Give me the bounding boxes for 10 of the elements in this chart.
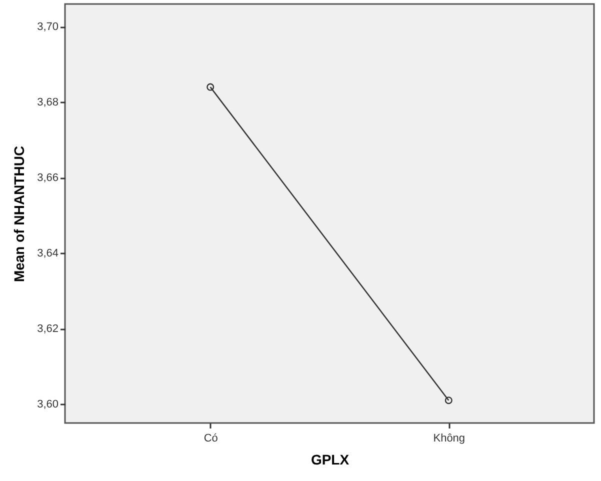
y-tick-label: 3,66 [37, 172, 58, 184]
x-tick-label: Không [433, 432, 466, 444]
y-tick-label: 3,64 [37, 248, 58, 260]
x-axis-title: GPLX [310, 452, 350, 468]
y-tick-label: 3,68 [37, 96, 58, 109]
y-tick-label: 3,60 [37, 398, 58, 411]
y-tick-label: 3,70 [37, 21, 58, 34]
y-tick-label: 3,62 [37, 323, 58, 336]
y-axis-title: Mean of NHANTHUC [11, 146, 28, 282]
x-tick-label: Có [204, 432, 218, 444]
